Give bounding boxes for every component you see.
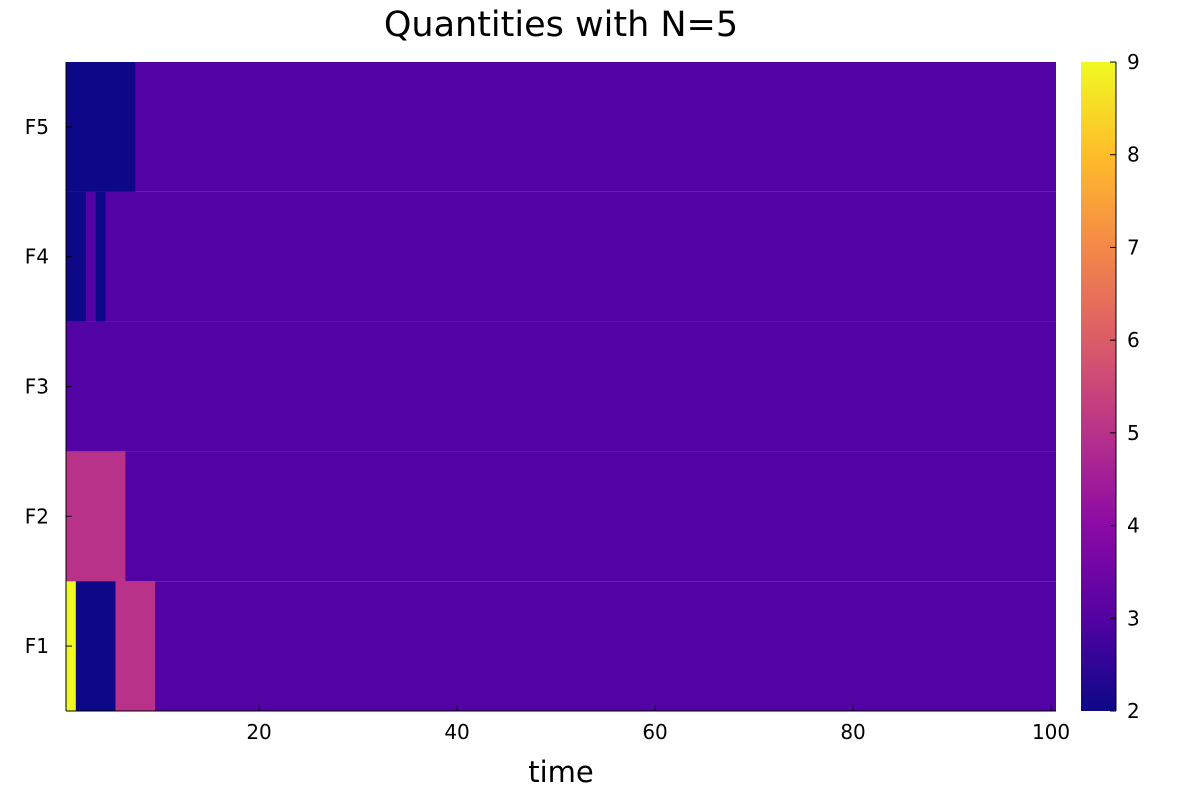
y-tick-label: F2 <box>25 504 49 528</box>
heatmap-row-f1 <box>66 581 1056 711</box>
heatmap-row-f2 <box>66 451 1056 582</box>
heatmap-cells <box>66 62 1056 711</box>
heatmap-cell <box>95 191 106 322</box>
y-tick-label: F5 <box>25 115 49 139</box>
colorbar-tick-label: 5 <box>1127 421 1140 445</box>
x-axis-label: time <box>528 755 594 789</box>
x-tick-label: 80 <box>840 720 865 744</box>
y-tick-label: F1 <box>25 634 49 658</box>
heatmap-cell <box>75 581 116 711</box>
heatmap-cell <box>115 581 156 711</box>
heatmap-cell <box>66 191 86 322</box>
colorbar <box>1081 62 1116 711</box>
x-tick-label: 40 <box>444 720 469 744</box>
heatmap-row-f5 <box>66 62 1056 192</box>
heatmap-cell <box>66 62 136 192</box>
colorbar-tick-label: 2 <box>1127 699 1140 723</box>
x-tick-label: 100 <box>1032 720 1070 744</box>
colorbar-tick-label: 8 <box>1127 143 1140 167</box>
colorbar-tick-label: 3 <box>1127 606 1140 630</box>
heatmap-row-f3 <box>66 321 1056 452</box>
y-tick-label: F3 <box>25 375 49 399</box>
heatmap-cell <box>66 451 126 582</box>
x-axis-ticks: 20 40 60 80 100 <box>246 705 1070 744</box>
heatmap-row-f4 <box>66 191 1056 322</box>
colorbar-tick-label: 7 <box>1127 235 1140 259</box>
colorbar-tick-label: 4 <box>1127 514 1140 538</box>
y-axis-ticks: F1 F2 F3 F4 F5 <box>25 115 72 658</box>
colorbar-tick-label: 9 <box>1127 50 1140 74</box>
colorbar-ticks: 2 3 4 5 6 7 8 9 <box>1110 50 1140 723</box>
colorbar-tick-label: 6 <box>1127 328 1140 352</box>
x-tick-label: 20 <box>246 720 271 744</box>
y-tick-label: F4 <box>25 245 49 269</box>
x-tick-label: 60 <box>642 720 667 744</box>
chart-title: Quantities with N=5 <box>384 5 738 45</box>
